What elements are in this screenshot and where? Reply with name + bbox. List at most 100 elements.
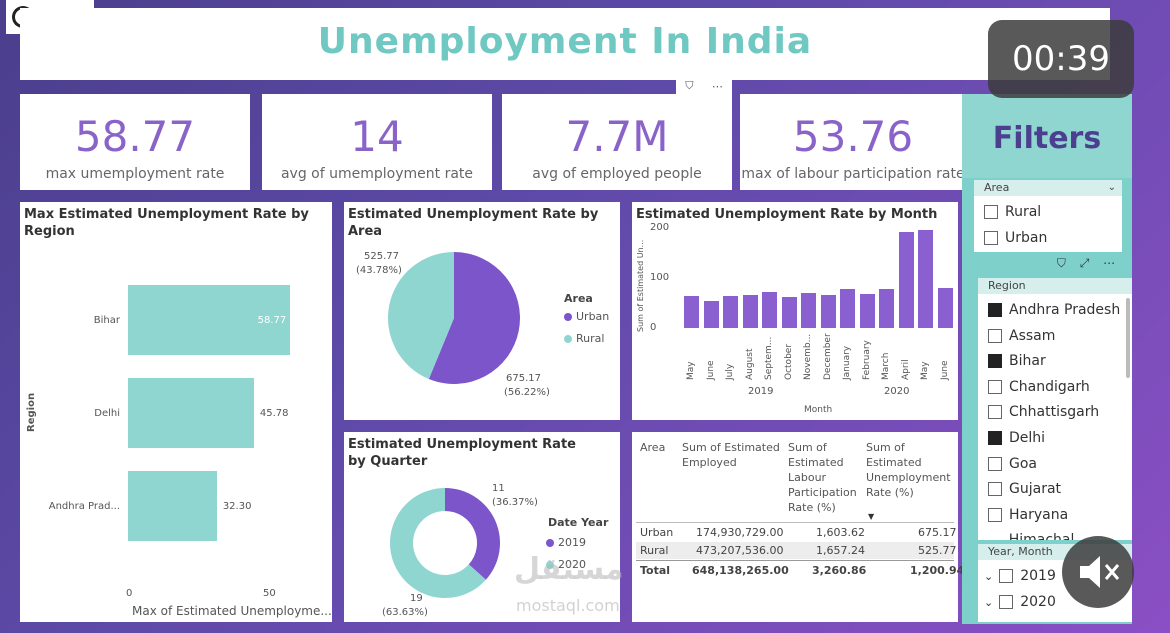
chart-title: Max Estimated Unemployment Rate by Regio… [24, 207, 309, 239]
chevron-down-icon[interactable]: ⌄ [984, 595, 994, 609]
checkbox[interactable] [988, 328, 1002, 343]
month-bar-11[interactable] [898, 232, 914, 328]
month-bar-chart[interactable]: Estimated Unemployment Rate by Month Sum… [632, 202, 958, 420]
slice-urban[interactable] [428, 252, 520, 384]
y-tick-label: 100 [650, 272, 670, 283]
area-pie-svg[interactable] [388, 252, 520, 384]
month-bar-2[interactable] [723, 295, 738, 328]
slicer-header[interactable]: Area ⌄ [974, 180, 1122, 196]
legend-item-rural[interactable]: Rural [564, 332, 604, 345]
checkbox[interactable] [988, 405, 1002, 420]
sort-desc-icon[interactable]: ▼ [868, 512, 875, 521]
checkbox[interactable] [988, 303, 1002, 317]
table-header-labour[interactable]: Sum of Estimated Labour Participation Ra… [788, 441, 857, 514]
bar-1[interactable] [128, 378, 254, 448]
slicer-option-2019[interactable]: ⌄ 2019 [984, 568, 1056, 584]
checkbox[interactable] [988, 456, 1002, 471]
scrollbar[interactable] [1126, 298, 1130, 378]
filter-icon[interactable]: ⛉ [685, 79, 694, 92]
slicer-option-region[interactable]: Assam [988, 328, 1055, 344]
checkbox[interactable] [988, 431, 1002, 445]
y-axis-label: Region [26, 392, 37, 432]
slicer-option-2020[interactable]: ⌄ 2020 [984, 594, 1056, 610]
chart-title: Estimated Unemployment Rate by Month [636, 207, 938, 222]
summary-table[interactable]: Area Sum of Estimated Employed Sum of Es… [632, 432, 964, 622]
slicer-option-region[interactable]: Goa [988, 456, 1037, 472]
area-slicer[interactable]: Area ⌄ Rural Urban [974, 180, 1122, 252]
month-bar-10[interactable] [879, 289, 894, 328]
slice-2019[interactable] [445, 488, 500, 580]
checkbox[interactable] [988, 354, 1002, 369]
table-total-cell: 648,138,265.00 [692, 564, 789, 577]
region-slicer[interactable]: Region Andhra Pradesh Assam Bihar Chandigar… [978, 278, 1132, 540]
slice-2020[interactable] [390, 488, 486, 598]
slicer-option-label: Chandigarh [1009, 378, 1090, 395]
month-bar-12[interactable] [918, 230, 933, 328]
slicer-option-region[interactable]: Himachal Pradesh [988, 532, 1132, 540]
month-bar-6[interactable] [801, 293, 816, 328]
page-title: Unemployment In India [317, 21, 813, 62]
slicer-header[interactable]: Region [978, 278, 1132, 294]
slicer-option-region[interactable]: Delhi [988, 430, 1045, 446]
focus-mode-icon[interactable]: ⤢ [1079, 255, 1090, 270]
month-bar-5[interactable] [781, 297, 797, 328]
month-label: June [705, 360, 716, 380]
kpi-value: 14 [350, 112, 404, 161]
kpi-card-max-unemployment[interactable]: 58.77 max umemployment rate [20, 94, 250, 190]
legend-item-2020[interactable]: 2020 [546, 558, 586, 571]
table-header-employed[interactable]: Sum of Estimated Employed [682, 441, 780, 469]
more-options-icon[interactable]: ⋯ [711, 79, 723, 93]
slicer-option-label: Chhattisgarh [1009, 404, 1100, 421]
slicer-option-region[interactable]: Chhattisgarh [988, 404, 1099, 420]
mute-button[interactable] [1062, 536, 1134, 608]
checkbox[interactable] [988, 507, 1002, 522]
slicer-option-region[interactable]: Gujarat [988, 481, 1061, 497]
chevron-down-icon[interactable]: ⌄ [984, 569, 994, 583]
area-pie-chart[interactable]: Estimated Unemployment Rate by Area 525.… [344, 202, 620, 420]
slicer-option-urban[interactable]: Urban [984, 230, 1047, 246]
checkbox[interactable] [999, 595, 1014, 609]
month-bar-13[interactable] [937, 288, 953, 328]
month-bar-1[interactable] [703, 300, 719, 328]
region-bar-chart[interactable]: Max Estimated Unemployment Rate by Regio… [20, 202, 332, 622]
quarter-donut-svg[interactable] [390, 488, 500, 598]
legend-item-2019[interactable]: 2019 [546, 536, 586, 549]
checkbox[interactable] [984, 231, 998, 245]
year-label-2019: 2019 [748, 386, 774, 397]
checkbox[interactable] [984, 205, 998, 219]
month-bar-0[interactable] [684, 295, 699, 328]
bar-0[interactable] [128, 285, 290, 355]
kpi-card-avg-employed[interactable]: 7.7M avg of employed people [502, 94, 732, 190]
month-bar-4[interactable] [762, 291, 777, 328]
slicer-option-region[interactable]: Chandigarh [988, 379, 1090, 395]
video-timer: 00:39 [988, 20, 1134, 98]
month-bar-7[interactable] [820, 295, 836, 328]
bar-2[interactable] [128, 471, 217, 541]
month-label: June [939, 360, 950, 380]
bar-value-label: 45.78 [259, 408, 289, 419]
month-bar-8[interactable] [840, 289, 855, 328]
quarter-donut-chart[interactable]: Estimated Unemployment Rate by Quarter 1… [344, 432, 620, 622]
slicer-option-rural[interactable]: Rural [984, 204, 1041, 220]
kpi-card-avg-unemployment[interactable]: 14 avg of umemployment rate [262, 94, 492, 190]
month-bar-9[interactable] [859, 294, 875, 328]
checkbox[interactable] [999, 569, 1014, 583]
slicer-option-region[interactable]: Bihar [988, 353, 1046, 369]
more-options-icon[interactable]: ⋯ [1103, 256, 1116, 270]
chevron-down-icon[interactable]: ⌄ [1107, 182, 1116, 193]
checkbox[interactable] [988, 482, 1002, 497]
slice-rural[interactable] [388, 252, 454, 380]
kpi-card-max-labour[interactable]: 53.76 max of labour participation rate [740, 94, 966, 190]
slicer-option-region[interactable]: Andhra Pradesh [988, 302, 1120, 318]
table-header-unemployment[interactable]: Sum of Estimated Unemployment Rate (%) [866, 441, 951, 499]
slicer-option-label: Gujarat [1009, 481, 1062, 498]
slicer-option-label: Himachal Pradesh [1009, 532, 1132, 540]
checkbox[interactable] [988, 379, 1002, 394]
table-header-area[interactable]: Area [640, 441, 666, 454]
filter-icon[interactable]: ⛉ [1056, 255, 1066, 270]
slicer-option-region[interactable]: Haryana [988, 507, 1068, 523]
month-bar-3[interactable] [742, 294, 758, 328]
month-label: April [900, 359, 911, 380]
legend-item-urban[interactable]: Urban [564, 310, 609, 323]
x-tick-0: 0 [126, 588, 133, 599]
